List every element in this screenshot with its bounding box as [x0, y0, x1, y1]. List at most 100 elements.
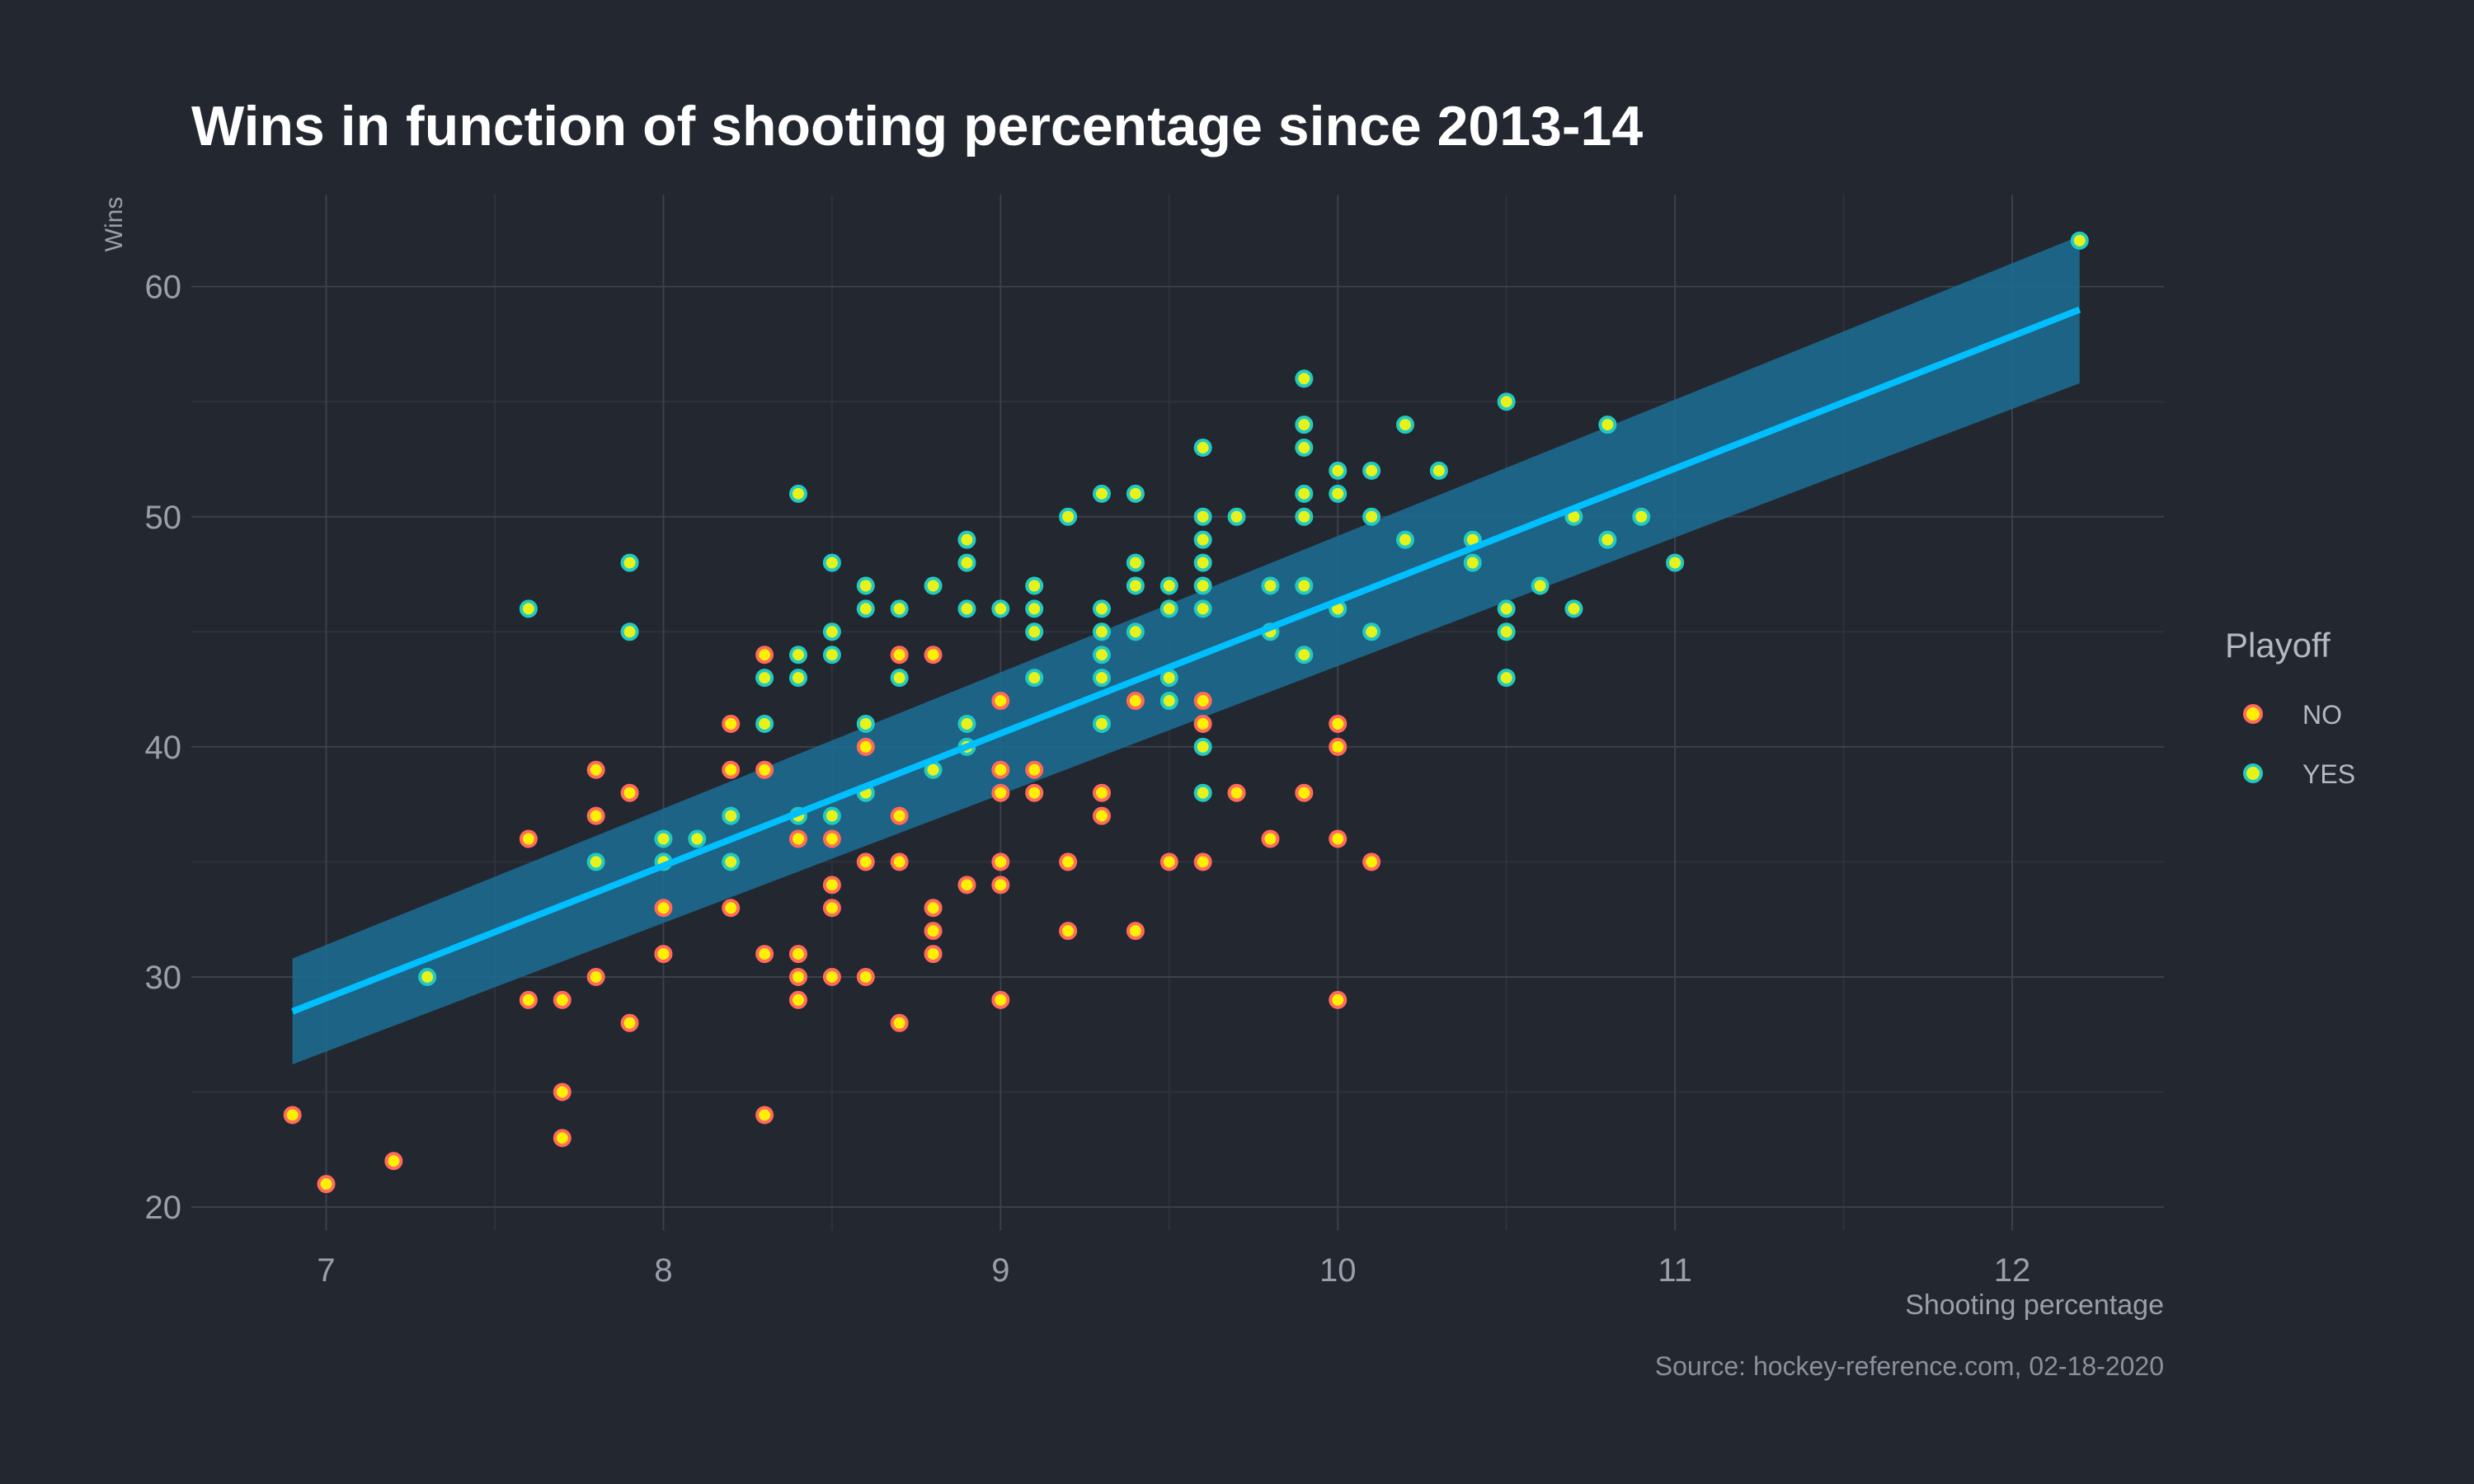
data-point-no	[991, 876, 1010, 895]
data-point-yes	[789, 646, 807, 665]
data-point-yes	[1093, 646, 1111, 665]
data-point-yes	[519, 599, 538, 618]
data-point-no	[384, 1152, 403, 1171]
data-point-yes	[620, 553, 639, 572]
data-point-yes	[1025, 669, 1044, 688]
data-point-no	[789, 829, 807, 848]
data-point-yes	[822, 806, 841, 825]
x-tick-label: 11	[1658, 1252, 1692, 1289]
data-point-yes	[654, 829, 673, 848]
data-point-yes	[1329, 461, 1348, 480]
data-point-no	[991, 692, 1010, 711]
data-point-yes	[1295, 507, 1314, 526]
confidence-band	[292, 236, 2080, 1065]
data-point-yes	[1362, 507, 1381, 526]
data-point-yes	[755, 714, 774, 733]
data-point-yes	[1093, 599, 1111, 618]
legend-item-no: NO	[2243, 700, 2342, 730]
data-point-yes	[1362, 461, 1381, 480]
data-point-yes	[1497, 622, 1516, 641]
data-point-yes	[957, 599, 976, 618]
data-point-no	[620, 783, 639, 802]
data-point-no	[890, 1013, 909, 1032]
data-point-yes	[755, 669, 774, 688]
data-point-yes	[822, 553, 841, 572]
y-axis-ticks: 20 30 40 50 60	[145, 270, 182, 1226]
data-point-no	[856, 852, 875, 871]
legend-label-yes: YES	[2302, 759, 2355, 789]
legend-title: Playoff	[2225, 626, 2331, 665]
data-point-no	[722, 714, 741, 733]
data-point-yes	[1093, 714, 1111, 733]
trend-line	[291, 306, 2081, 1015]
data-point-yes	[856, 714, 875, 733]
y-tick-label: 20	[145, 1190, 182, 1226]
data-point-yes	[1193, 530, 1212, 549]
data-point-yes	[1193, 783, 1212, 802]
data-point-no	[1329, 829, 1348, 848]
data-point-no	[1261, 829, 1280, 848]
data-point-yes	[1632, 507, 1651, 526]
data-point-no	[924, 899, 943, 918]
data-point-yes	[957, 530, 976, 549]
data-point-yes	[1531, 576, 1550, 595]
data-point-no	[1295, 783, 1314, 802]
data-point-no	[822, 899, 841, 918]
data-point-no	[553, 1129, 571, 1148]
data-point-yes	[1159, 576, 1178, 595]
y-tick-label: 30	[145, 960, 182, 996]
data-point-no	[755, 646, 774, 665]
y-tick-label: 40	[145, 730, 182, 766]
legend-key-yes	[2243, 763, 2263, 783]
data-point-yes	[789, 669, 807, 688]
data-point-no	[957, 876, 976, 895]
data-point-yes	[1261, 576, 1280, 595]
data-point-yes	[1295, 416, 1314, 434]
data-point-yes	[1025, 576, 1044, 595]
data-point-no	[586, 806, 605, 825]
data-point-no	[890, 806, 909, 825]
data-point-no	[1227, 783, 1246, 802]
data-point-no	[822, 829, 841, 848]
data-point-no	[553, 1082, 571, 1101]
major-grid	[191, 195, 2164, 1230]
data-point-no	[755, 945, 774, 964]
data-point-no	[822, 876, 841, 895]
data-point-yes	[1429, 461, 1448, 480]
data-point-no	[1329, 990, 1348, 1009]
data-point-yes	[1295, 484, 1314, 503]
data-point-yes	[1295, 369, 1314, 388]
data-point-no	[1362, 852, 1381, 871]
data-point-yes	[1329, 484, 1348, 503]
data-point-no	[1193, 852, 1212, 871]
data-point-yes	[1126, 622, 1145, 641]
data-point-no	[586, 967, 605, 986]
data-point-no	[856, 967, 875, 986]
data-point-yes	[1396, 530, 1414, 549]
data-point-no	[1093, 806, 1111, 825]
data-point-yes	[1025, 622, 1044, 641]
data-point-yes	[856, 576, 875, 595]
data-point-no	[722, 899, 741, 918]
data-point-yes	[1093, 669, 1111, 688]
data-point-no	[822, 967, 841, 986]
data-point-no	[924, 646, 943, 665]
data-point-yes	[1564, 599, 1583, 618]
data-point-no	[755, 760, 774, 779]
data-point-yes	[924, 576, 943, 595]
data-point-yes	[1193, 599, 1212, 618]
confidence-band-layer	[292, 236, 2080, 1065]
data-point-yes	[2070, 231, 2089, 250]
data-points-layer	[283, 231, 2089, 1194]
data-point-yes	[789, 484, 807, 503]
data-point-yes	[1193, 576, 1212, 595]
y-tick-label: 60	[145, 270, 182, 306]
x-axis-title: Shooting percentage	[1905, 1289, 2164, 1321]
data-point-yes	[1396, 416, 1414, 434]
data-point-no	[654, 945, 673, 964]
data-point-yes	[1497, 599, 1516, 618]
y-tick-label: 50	[145, 500, 182, 536]
data-point-yes	[418, 967, 437, 986]
data-point-yes	[1193, 553, 1212, 572]
